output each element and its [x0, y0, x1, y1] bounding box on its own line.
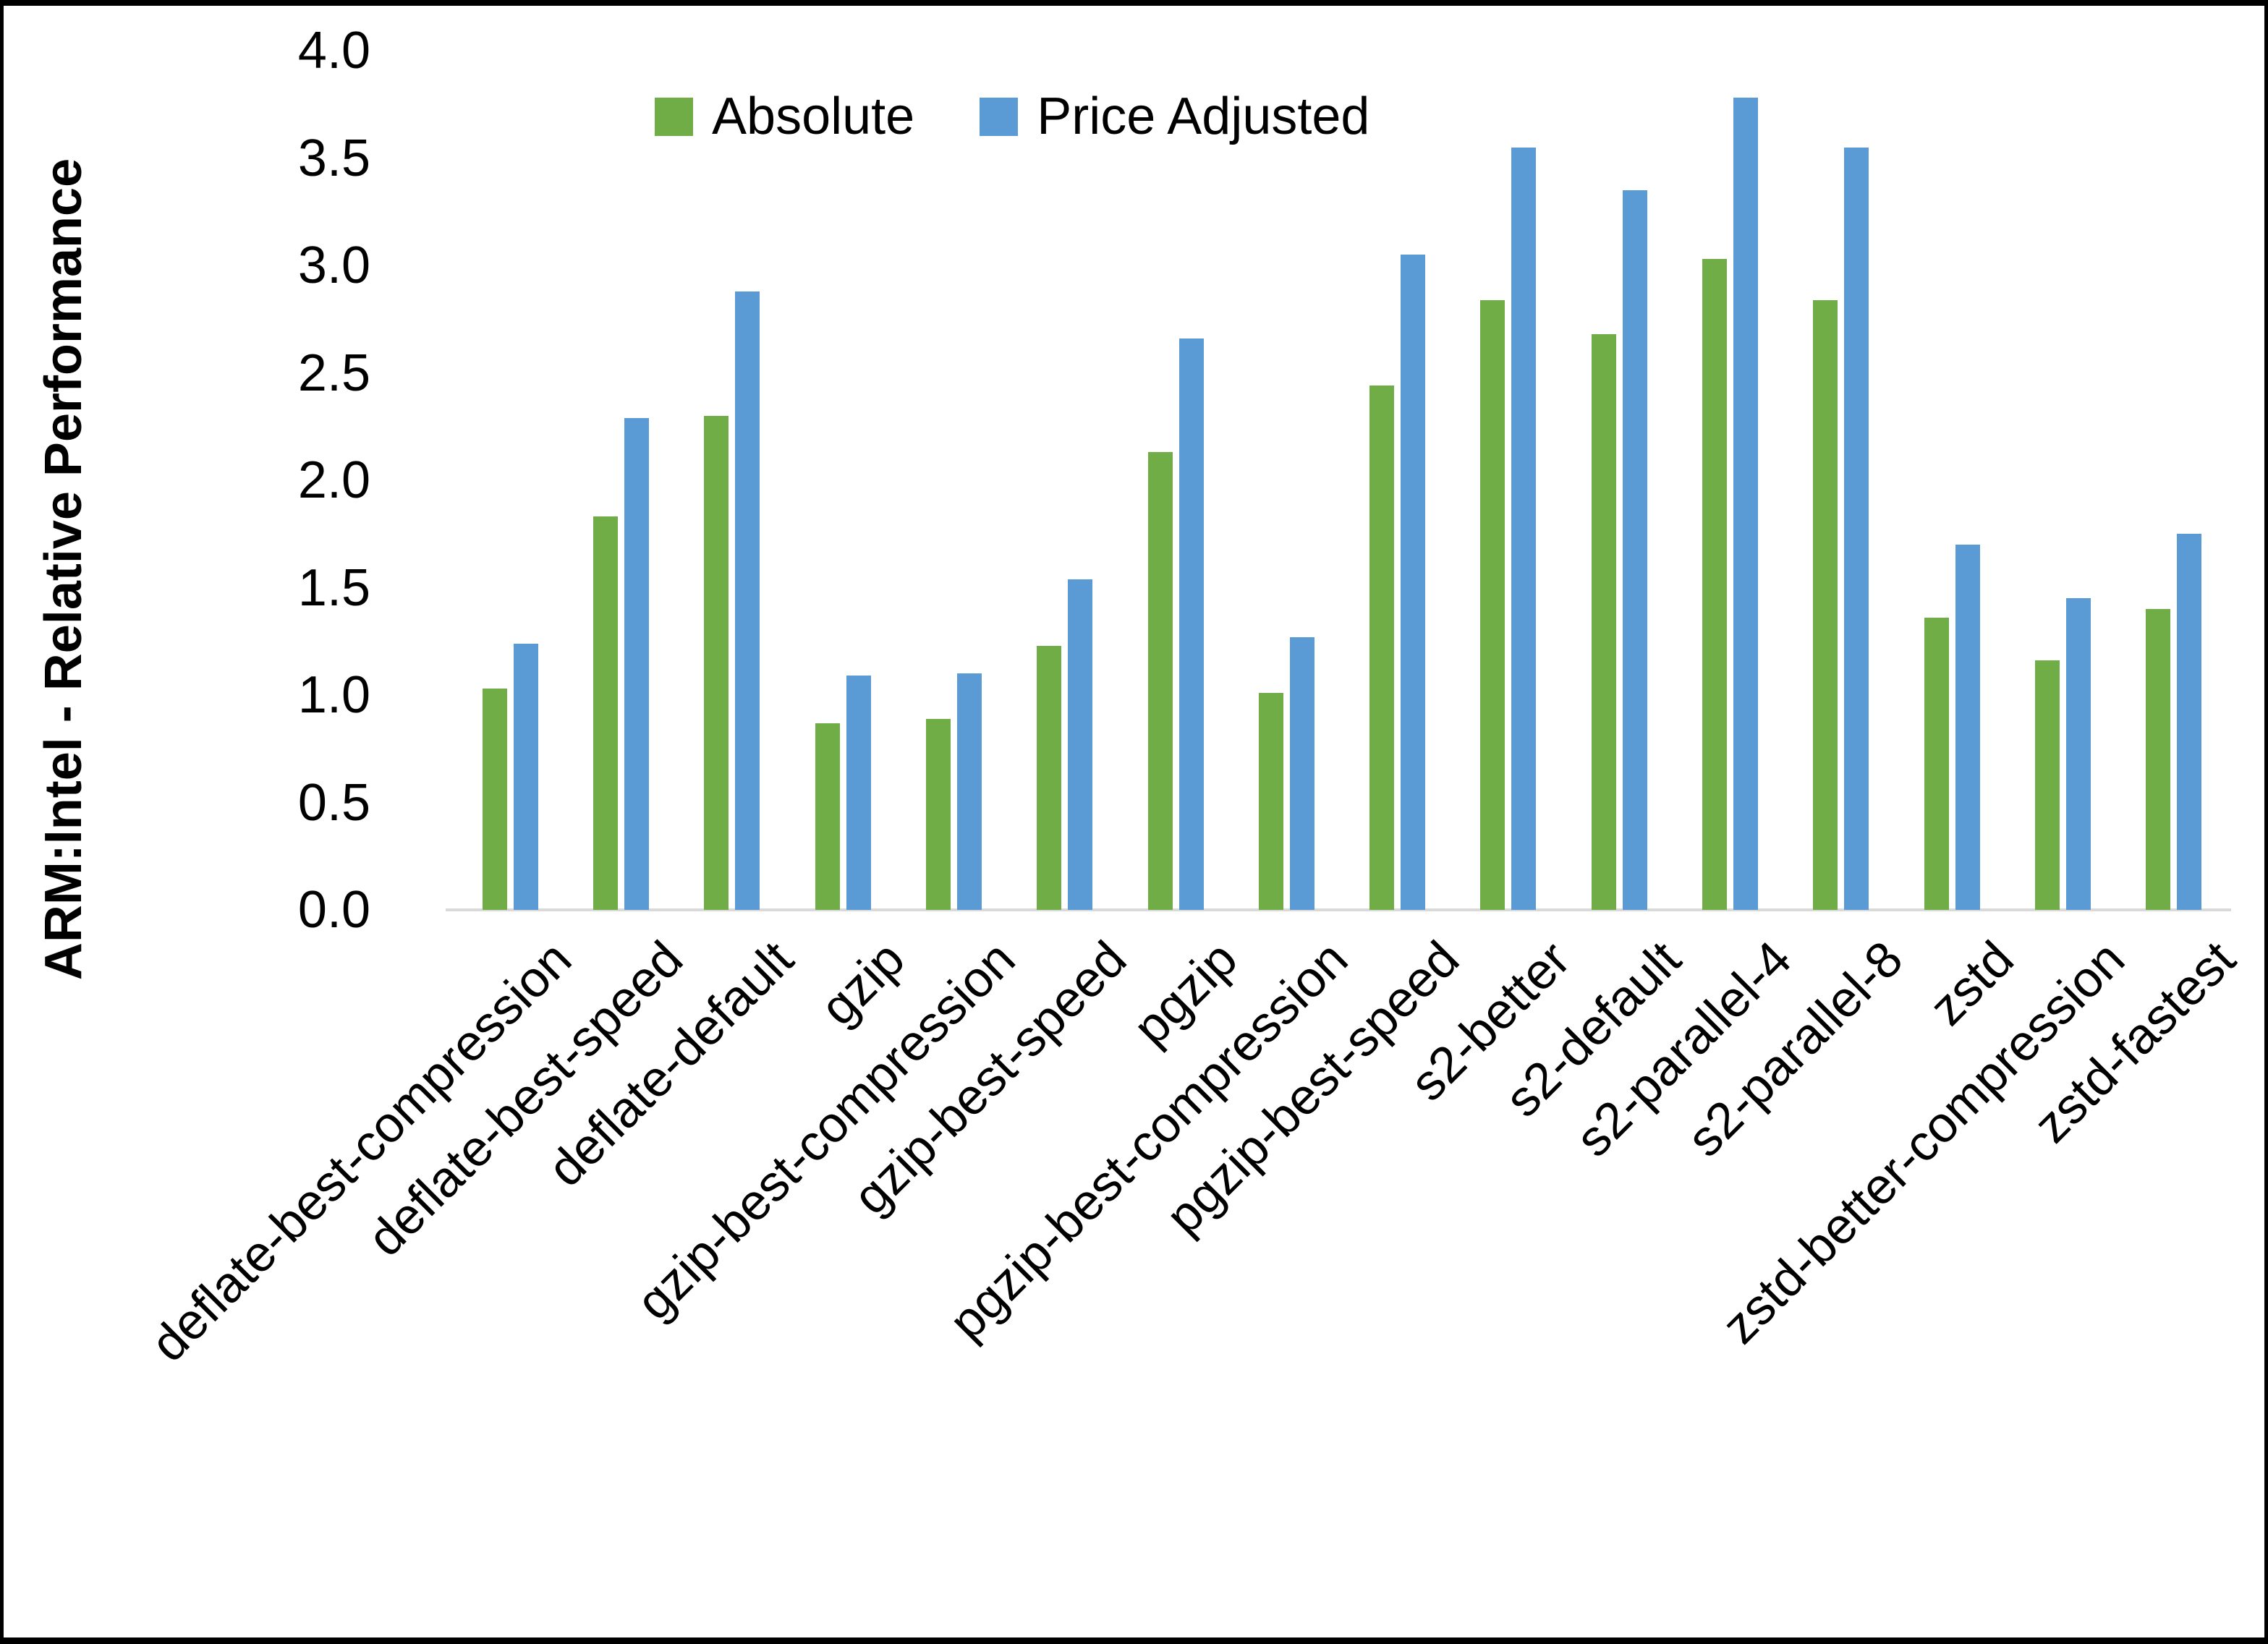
- y-tick-label: 3.5: [297, 129, 370, 187]
- bar-price-adjusted: [1622, 190, 1647, 910]
- frame-border-left: [0, 0, 4, 1644]
- bar-price-adjusted: [624, 417, 649, 910]
- bar-price-adjusted: [2177, 534, 2202, 910]
- bar-price-adjusted: [1955, 545, 1980, 910]
- frame-border-top: [0, 0, 2268, 6]
- y-tick-label: 1.0: [297, 666, 370, 724]
- y-tick-label: 0.5: [297, 773, 370, 832]
- bar-price-adjusted: [1068, 579, 1093, 910]
- bar-price-adjusted: [956, 673, 982, 910]
- bar-absolute: [1147, 452, 1173, 910]
- bar-price-adjusted: [1289, 636, 1314, 910]
- legend-label: Price Adjusted: [1037, 88, 1370, 145]
- bar-absolute: [1702, 259, 1728, 910]
- legend-item-absolute: Absolute: [655, 88, 914, 145]
- x-axis-line: [446, 908, 2231, 911]
- frame-border-right: [2264, 0, 2268, 1644]
- bar-price-adjusted: [1733, 98, 1759, 910]
- bar-absolute: [925, 718, 951, 910]
- bar-price-adjusted: [1844, 147, 1869, 910]
- bar-absolute: [482, 689, 507, 910]
- bar-absolute: [1480, 299, 1505, 910]
- bar-price-adjusted: [2065, 598, 2091, 910]
- bar-price-adjusted: [735, 291, 760, 910]
- y-axis-title: ARM:Intel - Relative Performance: [35, 158, 93, 981]
- bar-absolute: [2146, 609, 2171, 910]
- y-tick-label: 4.0: [297, 22, 370, 80]
- legend-label: Absolute: [712, 88, 915, 145]
- bar-price-adjusted: [846, 676, 871, 910]
- frame-border-bottom: [0, 1637, 2268, 1644]
- legend-item-price-adjusted: Price Adjusted: [980, 88, 1369, 145]
- bar-absolute: [1813, 299, 1838, 910]
- chart-legend: Absolute Price Adjusted: [655, 88, 1369, 145]
- bar-absolute: [2034, 660, 2060, 910]
- bar-absolute: [1258, 693, 1283, 910]
- bar-absolute: [815, 723, 840, 910]
- bar-absolute: [704, 415, 729, 910]
- bar-price-adjusted: [513, 643, 538, 910]
- y-tick-label: 2.5: [297, 344, 370, 402]
- bar-absolute: [1924, 618, 1949, 910]
- legend-swatch-icon: [980, 97, 1019, 136]
- y-tick-label: 0.0: [297, 881, 370, 939]
- bar-price-adjusted: [1178, 338, 1204, 910]
- y-tick-label: 2.0: [297, 451, 370, 509]
- bar-absolute: [593, 516, 618, 910]
- x-tick-label: deflate-best-compression: [140, 930, 582, 1373]
- bar-price-adjusted: [1401, 255, 1426, 910]
- bar-absolute: [1591, 334, 1616, 910]
- legend-swatch-icon: [655, 97, 693, 136]
- bar-absolute: [1037, 645, 1062, 910]
- bar-absolute: [1369, 386, 1395, 910]
- y-tick-label: 3.0: [297, 237, 370, 294]
- y-tick-label: 1.5: [297, 558, 370, 617]
- bar-price-adjusted: [1511, 147, 1537, 910]
